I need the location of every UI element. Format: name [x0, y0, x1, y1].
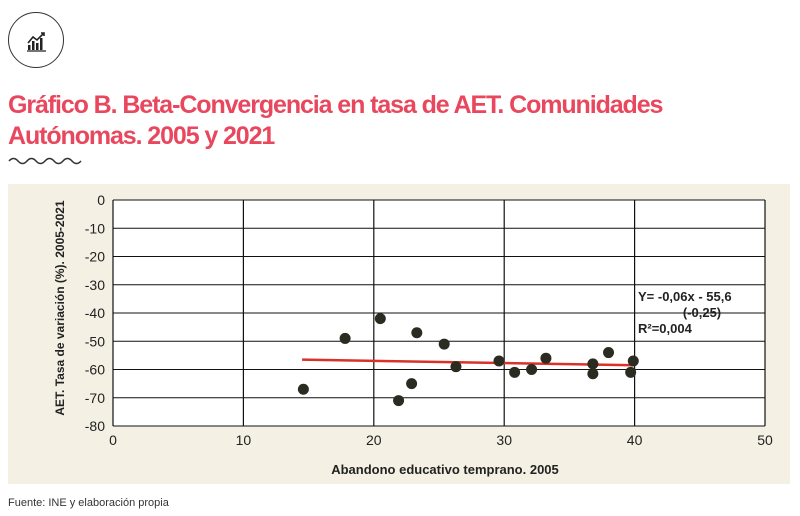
grid — [112, 199, 766, 427]
y-tick-label: 0 — [97, 192, 105, 208]
x-tick-label: 0 — [109, 432, 117, 448]
data-point — [603, 347, 615, 359]
logo-badge — [8, 12, 64, 68]
data-point — [438, 338, 450, 350]
data-point — [393, 395, 405, 407]
data-point — [406, 378, 418, 390]
page-title: Gráfico B. Beta-Convergencia en tasa de … — [8, 90, 788, 152]
r-squared-text: R²=0,004 — [638, 321, 693, 336]
data-point — [339, 332, 351, 344]
scatter-chart: 0-10-20-30-40-50-60-70-800 10 20 30 40 50 Aba… — [53, 192, 773, 477]
y-axis-label: AET. Tasa de variación (%). 2005-2021 — [53, 200, 67, 416]
axis-ticks: 0-10-20-30-40-50-60-70-800 10 20 30 40 50 — [85, 192, 773, 448]
data-point — [509, 366, 521, 378]
data-point — [587, 368, 599, 380]
data-point — [540, 352, 552, 364]
x-tick-label: 40 — [627, 432, 643, 448]
data-point — [411, 327, 423, 339]
coefficient-text: (-0,25) — [683, 305, 721, 320]
title-line-1: Gráfico B. Beta-Convergencia en tasa de … — [8, 91, 663, 119]
y-tick-label: -10 — [85, 220, 105, 236]
chart-panel: 0 -10 -20 -30 -40 -50 -60 -70 -80 0 10 20 30 40 50 Aba… — [8, 184, 790, 484]
data-point — [450, 361, 462, 373]
x-tick-label: 20 — [366, 432, 382, 448]
data-points — [297, 313, 639, 407]
y-tick-label: -40 — [85, 305, 105, 321]
data-point — [374, 313, 386, 325]
x-tick-label: 10 — [236, 432, 252, 448]
data-point — [625, 366, 637, 378]
chart-growth-icon — [27, 32, 46, 52]
data-point — [627, 355, 639, 367]
data-point — [526, 364, 538, 375]
data-point — [493, 355, 505, 367]
y-tick-label: -80 — [85, 418, 105, 434]
y-tick-label: -60 — [85, 362, 105, 378]
data-point — [587, 358, 599, 370]
title-line-2: Autónomas. 2005 y 2021 — [8, 122, 275, 150]
decorative-wave — [8, 157, 82, 165]
source-note: Fuente: INE y elaboración propia — [8, 497, 169, 509]
x-axis-label: Abandono educativo temprano. 2005 — [331, 462, 559, 477]
x-tick-label: 30 — [496, 432, 512, 448]
y-tick-label: -30 — [85, 277, 105, 293]
y-tick-label: -70 — [85, 390, 105, 406]
trendline-group — [302, 358, 635, 367]
data-point — [297, 383, 309, 395]
equation-text: Y= -0,06x - 55,6 — [638, 289, 732, 304]
y-tick-label: -20 — [85, 249, 105, 265]
y-tick-label: -50 — [85, 333, 105, 349]
x-tick-label: 50 — [757, 432, 773, 448]
trendline — [302, 358, 635, 367]
